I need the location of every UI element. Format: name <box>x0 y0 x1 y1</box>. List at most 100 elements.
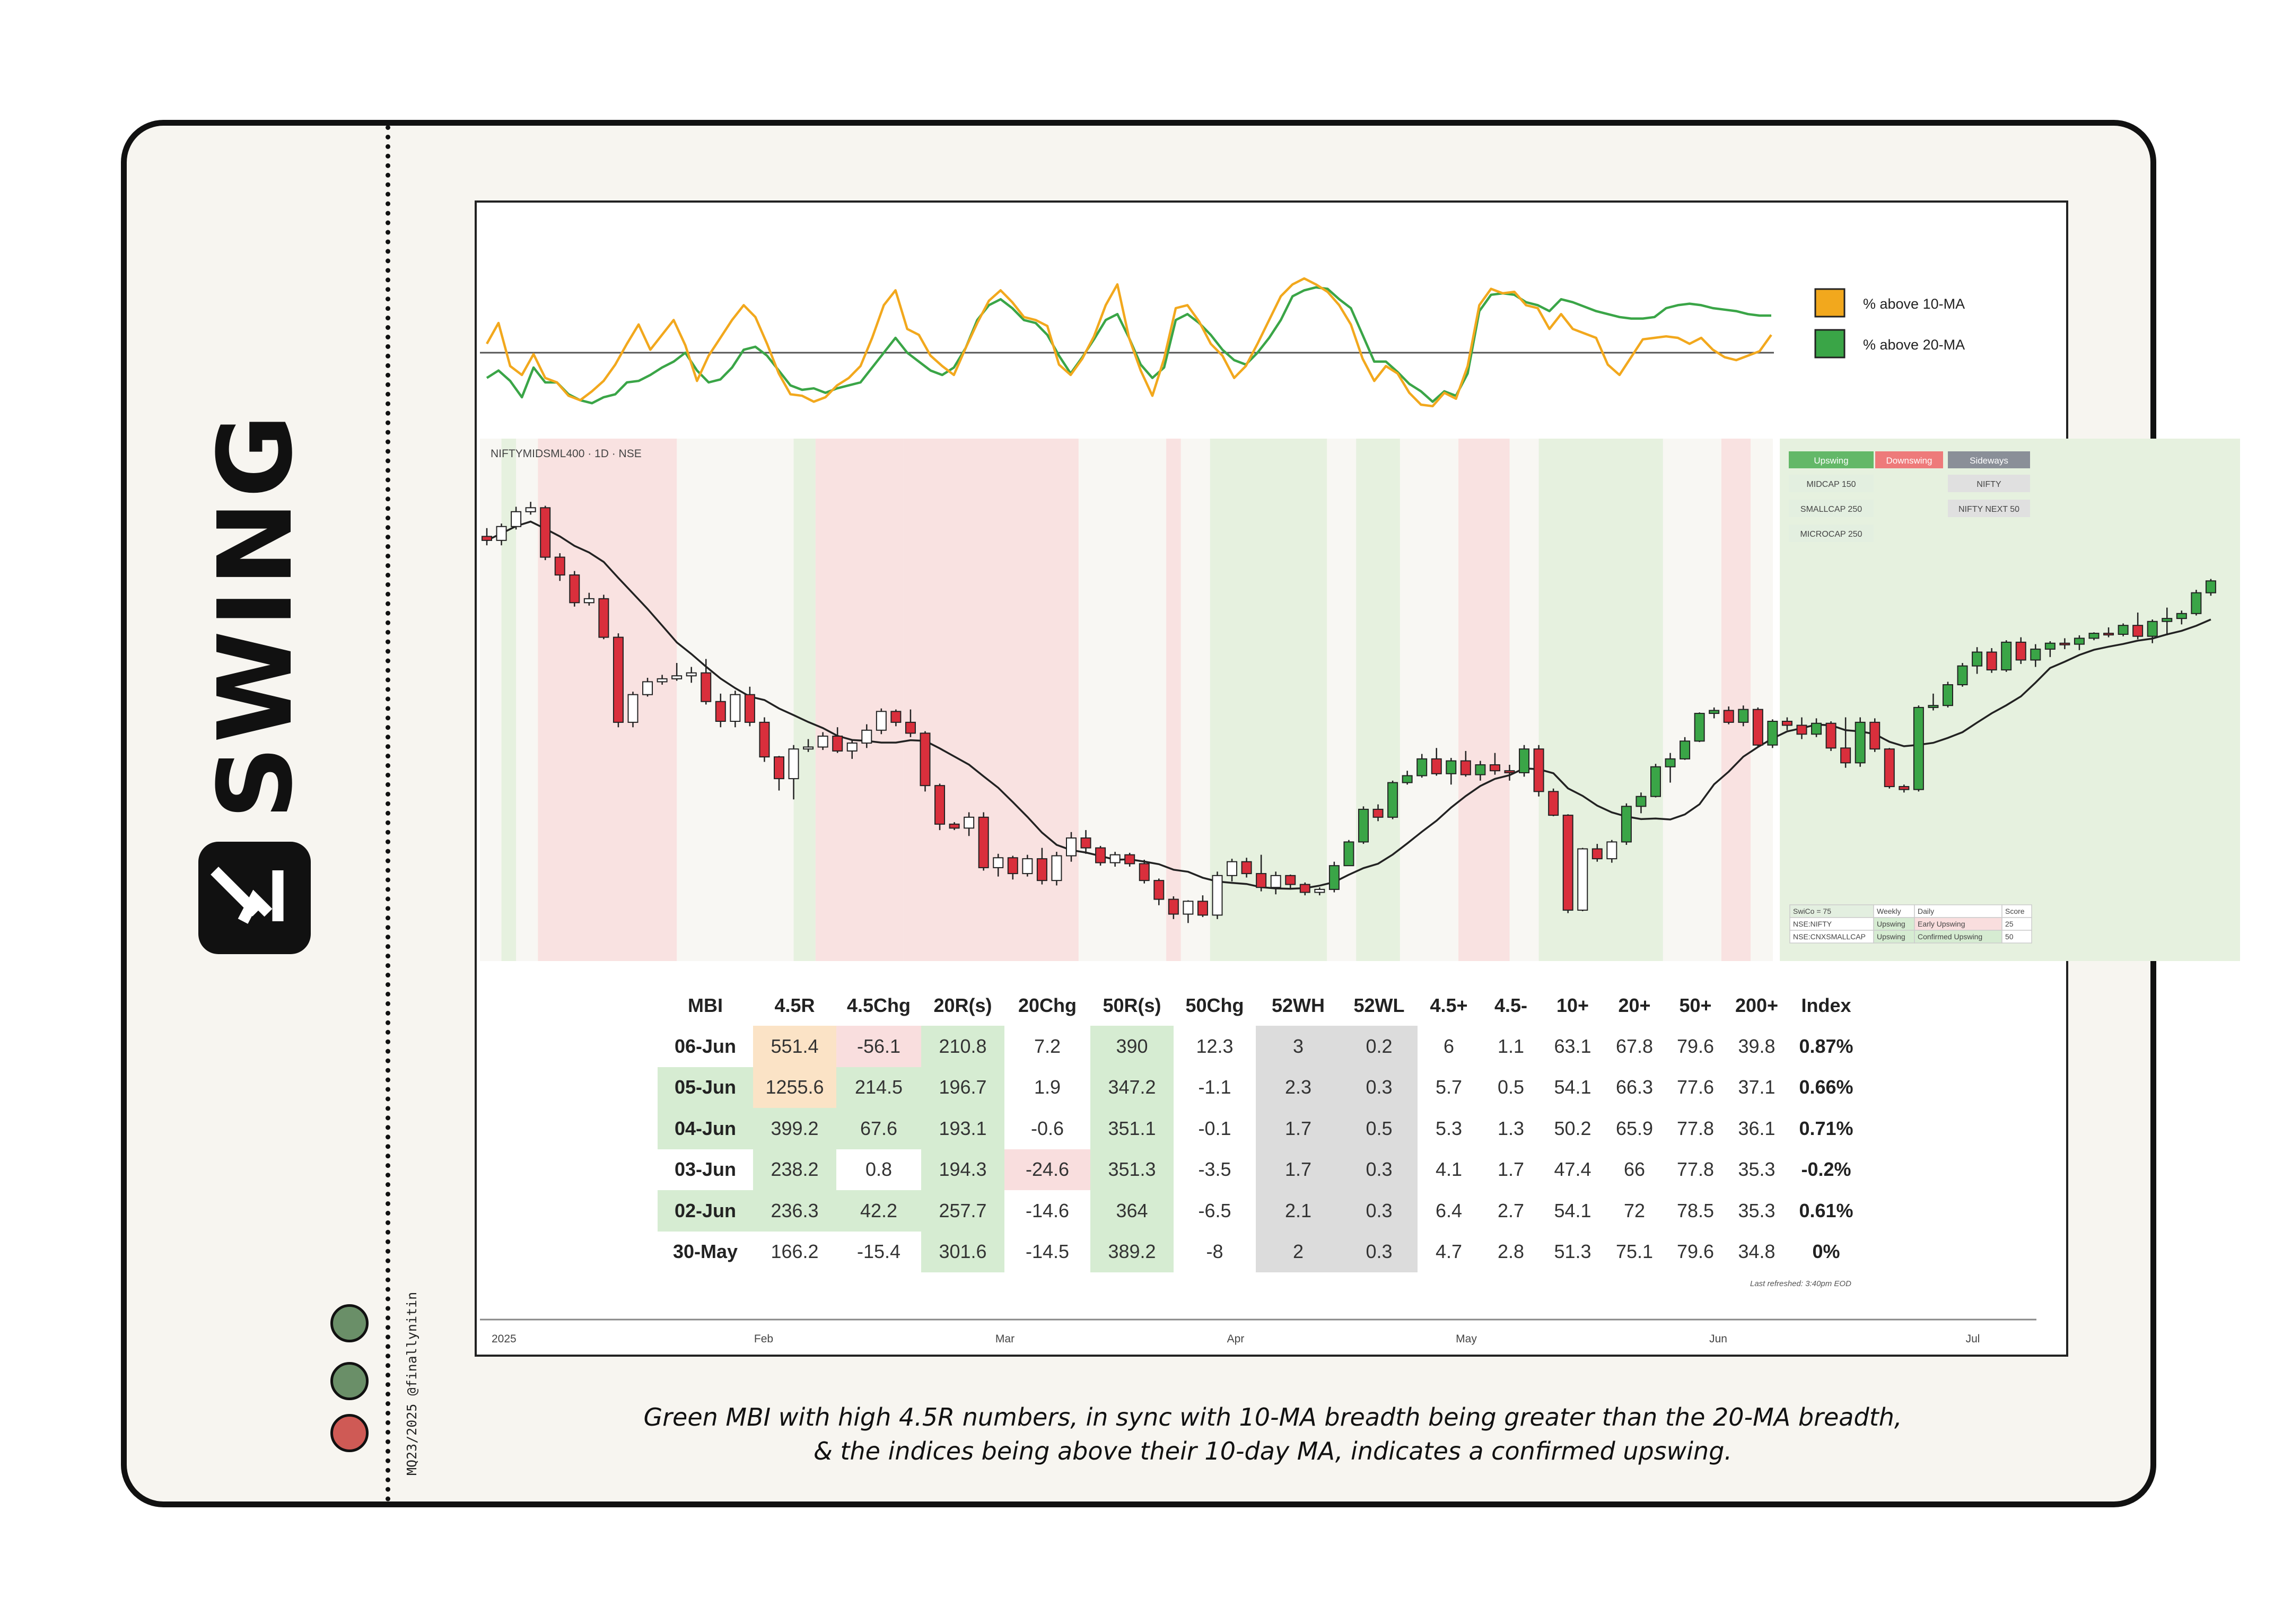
x-tick-label: Apr <box>1227 1333 1245 1345</box>
table-cell: 50.2 <box>1542 1108 1604 1149</box>
candle-body <box>2147 621 2158 637</box>
candle-body <box>1709 710 1720 714</box>
table-cell: 12.3 <box>1174 1026 1256 1067</box>
table-cell: 35.3 <box>1726 1149 1788 1190</box>
candle-body <box>598 598 609 638</box>
table-cell: 67.6 <box>836 1108 921 1149</box>
table-cell: 54.1 <box>1542 1067 1604 1108</box>
candle-body <box>1665 758 1676 767</box>
candle-body <box>2205 580 2216 593</box>
candle-body <box>1972 651 1983 667</box>
candle-body <box>2118 625 2129 635</box>
x-tick-label: Jun <box>1709 1333 1727 1345</box>
table-cell: -15.4 <box>836 1231 921 1272</box>
candle-body <box>1811 722 1822 735</box>
candle-body <box>2191 592 2202 614</box>
table-cell: 301.6 <box>921 1231 1004 1272</box>
candle-body <box>496 526 507 541</box>
candle-body <box>1299 884 1310 893</box>
mbi-header-cell: 52WL <box>1353 994 1405 1016</box>
table-cell: 77.8 <box>1665 1149 1726 1190</box>
candle-body <box>1183 901 1194 915</box>
table-cell: 1255.6 <box>753 1067 836 1108</box>
mbi-header-cell: 20+ <box>1618 994 1651 1016</box>
candle-body <box>540 507 551 558</box>
candle-body <box>1372 808 1384 818</box>
table-cell: 193.1 <box>921 1108 1004 1149</box>
table-cell: 54.1 <box>1542 1190 1604 1232</box>
mbi-header-cell: 4.5- <box>1494 994 1528 1016</box>
caption-line-1: Green MBI with high 4.5R numbers, in syn… <box>643 1403 1902 1431</box>
table-cell: -56.1 <box>836 1026 921 1067</box>
swico-cell <box>1914 904 2002 918</box>
sideways-item <box>1948 475 2030 492</box>
table-cell: 77.8 <box>1665 1108 1726 1149</box>
table-cell: 66 <box>1604 1149 1665 1190</box>
regime-band <box>1356 439 1400 961</box>
mbi-header-cell: 4.5+ <box>1430 994 1468 1016</box>
candle-body <box>583 598 594 604</box>
table-cell: 0.3 <box>1341 1149 1418 1190</box>
candle-body <box>1475 764 1486 775</box>
candle-body <box>920 732 931 787</box>
legend-label: % above 20-MA <box>1863 337 1965 353</box>
mbi-header-cell: 4.5Chg <box>846 994 911 1016</box>
swico-cell-text: NSE:NIFTY <box>1793 920 1832 928</box>
table-cell: 6 <box>1418 1026 1480 1067</box>
table-cell: 7.2 <box>1004 1026 1090 1067</box>
candle-body <box>861 729 872 744</box>
x-tick-label: Jul <box>1966 1333 1980 1345</box>
table-row: 02-Jun 236.3 42.2 257.7 -14.6 364 -6.5 2.1 0.3 6.… <box>658 1190 1865 1232</box>
candle-body <box>511 511 522 527</box>
candle-body <box>671 675 683 679</box>
table-cell: 5.7 <box>1418 1067 1480 1108</box>
swico-cell <box>2001 930 2032 944</box>
candle-body <box>1943 684 1953 706</box>
table-cell: 0.87% <box>1788 1026 1865 1067</box>
candle-body <box>2132 625 2144 637</box>
candle-body <box>803 746 814 750</box>
x-tick-label: May <box>1456 1333 1477 1345</box>
table-cell: 4.1 <box>1418 1149 1480 1190</box>
table-cell: -14.6 <box>1004 1190 1090 1232</box>
table-cell: 389.2 <box>1090 1231 1174 1272</box>
swico-cell <box>2001 917 2032 931</box>
swico-cell-text: Weekly <box>1877 907 1901 915</box>
table-cell: 399.2 <box>753 1108 836 1149</box>
candle-body <box>1489 764 1500 772</box>
status-header <box>1948 451 2030 468</box>
table-cell: 214.5 <box>836 1067 921 1108</box>
table-cell: 36.1 <box>1726 1108 1788 1149</box>
candle-body <box>1840 747 1851 764</box>
caption-line-2: & the indices being above their 10-day M… <box>813 1437 1733 1465</box>
candle-body <box>1621 806 1632 843</box>
table-cell: 47.4 <box>1542 1149 1604 1190</box>
swico-cell-text: Upswing <box>1877 932 1905 941</box>
table-cell: 0.3 <box>1341 1067 1418 1108</box>
upswing-item-label: MIDCAP 150 <box>1806 480 1856 489</box>
swico-cell-text: Early Upswing <box>1918 920 1965 928</box>
table-cell: 66.3 <box>1604 1067 1665 1108</box>
table-cell: 210.8 <box>921 1026 1004 1067</box>
table-cell: 2.7 <box>1480 1190 1542 1232</box>
candle-body <box>1241 861 1252 875</box>
table-cell: 0.71% <box>1788 1108 1865 1149</box>
mbi-header-cell: 50Chg <box>1185 994 1244 1016</box>
candle-body <box>1095 847 1106 863</box>
table-cell: 236.3 <box>753 1190 836 1232</box>
candle-body <box>2059 642 2070 645</box>
table-cell: 0.3 <box>1341 1190 1418 1232</box>
candle-body <box>1855 721 1866 764</box>
candle-body <box>627 694 639 723</box>
table-cell: 1.3 <box>1480 1108 1542 1149</box>
table-row: 05-Jun 1255.6 214.5 196.7 1.9 347.2 -1.1 2.3 0.3… <box>658 1067 1865 1108</box>
table-cell: -24.6 <box>1004 1149 1090 1190</box>
candle-body <box>744 694 755 723</box>
regime-band <box>538 439 677 961</box>
table-cell: 35.3 <box>1726 1190 1788 1232</box>
table-cell: -14.5 <box>1004 1231 1090 1272</box>
candle-body <box>949 823 960 829</box>
mbi-header-row: MBI 4.5R 4.5Chg 20R(s) 20Chg 50R(s) 50Chg 52WH 5… <box>658 985 1865 1026</box>
candle-body <box>1431 758 1442 774</box>
table-cell: -0.1 <box>1174 1108 1256 1149</box>
